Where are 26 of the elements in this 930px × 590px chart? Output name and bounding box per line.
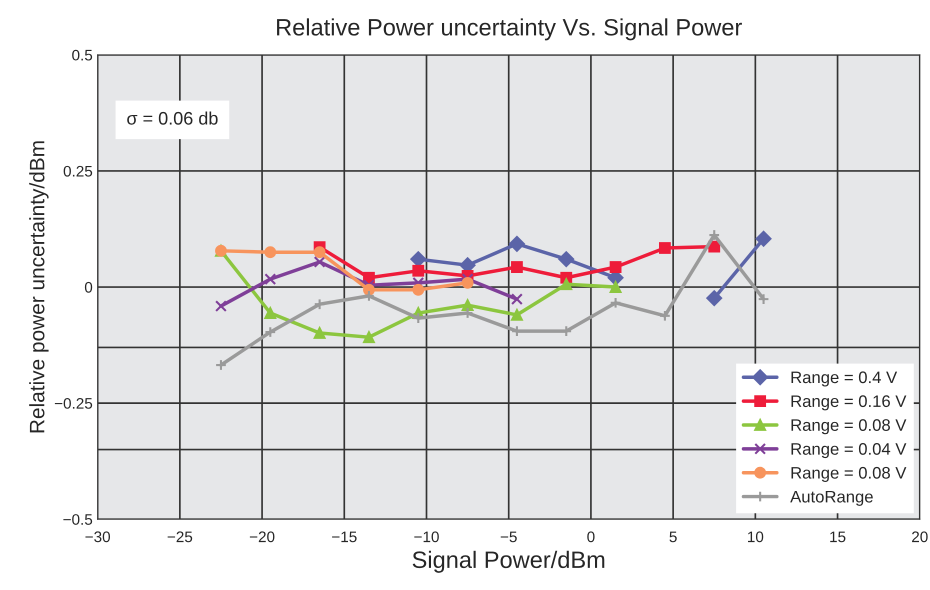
- annotation: σ = 0.06 db: [127, 111, 218, 125]
- x-tick-label: −30: [85, 531, 110, 542]
- legend-label: Range = 0.4 V: [792, 371, 898, 387]
- x-axis-title: Signal Power/dBm: [412, 550, 604, 573]
- x-tick-label: −5: [500, 532, 517, 542]
- legend-label: Range = 0.08 V: [792, 419, 906, 434]
- y-axis-title: Relative power uncertainty/dBm: [29, 141, 49, 432]
- legend-label: Range = 0.04 V: [792, 443, 906, 458]
- legend-label: AutoRange: [790, 490, 873, 506]
- x-tick-label: 5: [669, 532, 677, 542]
- y-tick-label: 0: [84, 282, 92, 293]
- chart-title: Relative Power uncertainty Vs. Signal Power: [277, 18, 742, 40]
- x-tick-label: −15: [332, 532, 357, 542]
- x-tick-label: 15: [830, 532, 846, 542]
- x-tick-label: −20: [250, 531, 274, 542]
- y-tick-label: −0.5: [63, 514, 92, 525]
- y-tick-label: 0.5: [72, 50, 92, 61]
- y-tick-label: −0.25: [54, 398, 92, 409]
- x-tick-label: 0: [587, 531, 595, 542]
- legend-label: Range = 0.08 V: [792, 466, 906, 482]
- legend-label: Range = 0.16 V: [792, 395, 906, 410]
- x-tick-label: −10: [414, 531, 439, 542]
- y-tick-label: 0.25: [64, 166, 92, 177]
- x-tick-label: −25: [168, 531, 192, 542]
- x-tick-label: 10: [748, 531, 764, 542]
- x-tick-label: 20: [912, 531, 928, 542]
